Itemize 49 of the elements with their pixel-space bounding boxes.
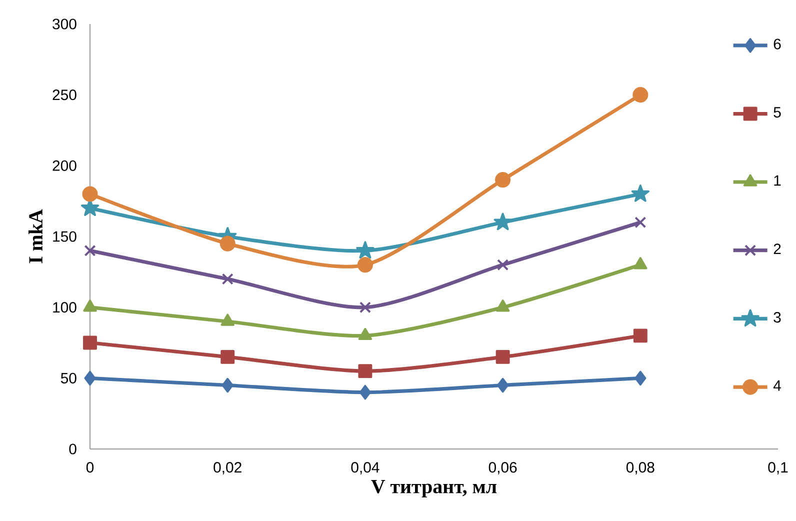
point — [497, 378, 509, 393]
point — [634, 216, 646, 228]
point — [358, 328, 372, 340]
point — [357, 257, 373, 273]
legend-label: 5 — [774, 107, 781, 118]
point — [82, 186, 98, 202]
point — [497, 259, 509, 271]
point — [356, 241, 374, 259]
x-tick-label: 0,06 — [488, 462, 517, 474]
y-tick-label: 50 — [60, 372, 76, 384]
point — [495, 172, 511, 188]
y-tick-label: 0 — [69, 444, 76, 454]
legend-label: 3 — [774, 312, 781, 323]
point — [222, 273, 234, 285]
point — [496, 300, 510, 312]
x-tick-label: 0,08 — [626, 462, 654, 474]
y-tick-label: 100 — [53, 302, 76, 313]
y-tick-label: 150 — [53, 231, 76, 242]
y-tick-label: 200 — [52, 160, 76, 171]
x-tick-label: 0,04 — [351, 462, 380, 474]
y-tick-label: 250 — [52, 90, 76, 100]
y-tick-label: 300 — [52, 18, 76, 30]
legend-label: 4 — [773, 380, 781, 391]
point — [633, 328, 648, 343]
point — [634, 370, 646, 386]
point — [631, 184, 650, 202]
point — [359, 302, 371, 314]
point — [359, 384, 371, 400]
point — [358, 364, 372, 378]
point — [220, 314, 234, 326]
point — [220, 236, 236, 252]
point — [83, 300, 97, 312]
point — [494, 212, 512, 230]
x-tick-label: 0 — [86, 462, 94, 473]
point — [84, 244, 96, 256]
legend-label: 1 — [774, 175, 781, 186]
x-tick-label: 0,02 — [214, 462, 242, 474]
x-axis-title: V титрант, мл — [371, 480, 497, 498]
legend-label: 2 — [774, 244, 781, 254]
point — [84, 370, 96, 386]
point — [496, 350, 510, 364]
y-axis-title: I mkA — [28, 209, 42, 264]
point — [632, 87, 648, 103]
legend-label: 6 — [774, 38, 781, 50]
point — [222, 378, 234, 393]
x-tick-label: 0,1 — [768, 462, 788, 474]
point — [220, 350, 235, 364]
point — [634, 257, 648, 270]
point — [83, 336, 97, 350]
